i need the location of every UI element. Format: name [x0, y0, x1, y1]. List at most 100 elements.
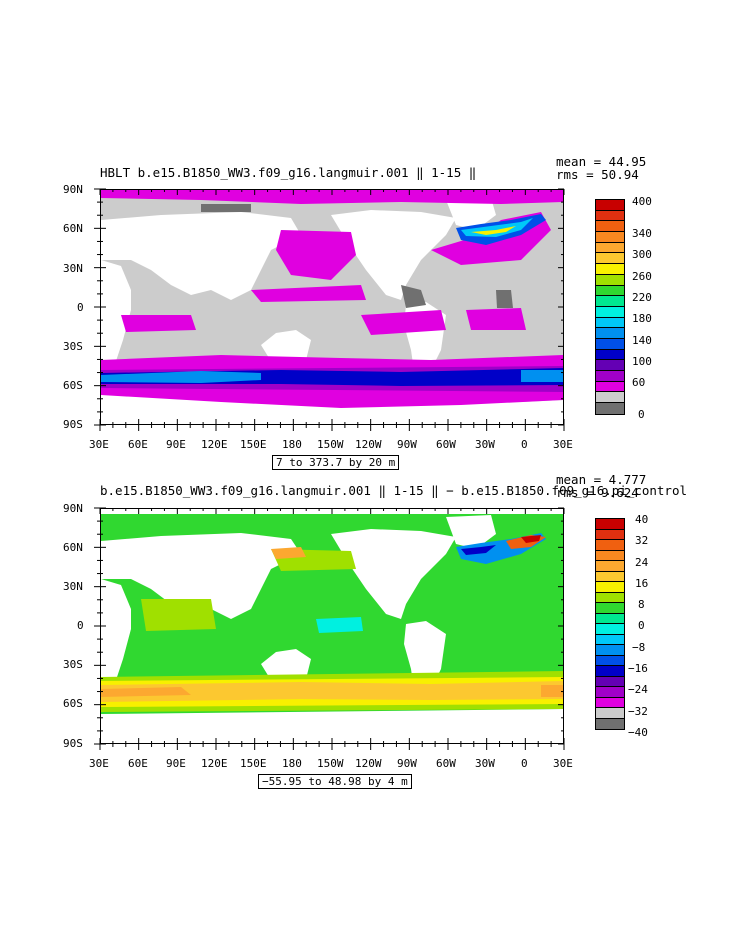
bottom-cbar-label: −32	[628, 705, 648, 718]
bottom-cbar-swatch	[596, 697, 624, 708]
bottom-cbar-swatch	[596, 666, 624, 677]
bottom-cbar-swatch	[596, 561, 624, 572]
bottom-cbar-swatch	[596, 519, 624, 530]
top-lat-label: 90S	[63, 418, 83, 431]
top-lat-label: 60N	[63, 222, 83, 235]
top-lat-label: 30S	[63, 340, 83, 353]
top-cbar-swatch	[596, 274, 624, 286]
bottom-cbar-swatch	[596, 645, 624, 656]
top-lat-label: 0	[77, 301, 84, 314]
top-cbar-label: 220	[632, 291, 652, 304]
bottom-lon-label: 30E	[89, 757, 109, 770]
bottom-lat-label: 0	[77, 619, 84, 632]
top-cbar-swatch	[596, 264, 624, 275]
bottom-cbar-label: 0	[638, 619, 645, 632]
bottom-cbar-swatch	[596, 582, 624, 593]
top-lon-label: 30W	[475, 438, 495, 451]
top-lon-label: 180	[282, 438, 302, 451]
top-mean-stat: mean = 44.95	[556, 154, 647, 169]
top-lat-label: 90N	[63, 183, 83, 196]
top-cbar-swatch	[596, 360, 624, 371]
top-lon-label: 90W	[397, 438, 417, 451]
bottom-lon-label: 150E	[240, 757, 267, 770]
top-lon-label: 60W	[436, 438, 456, 451]
top-cbar-label: 0	[638, 408, 645, 421]
top-cbar-label: 180	[632, 312, 652, 325]
top-cbar-swatch	[596, 306, 624, 318]
top-cbar-swatch	[596, 338, 624, 350]
bottom-cbar-swatch	[596, 592, 624, 603]
top-cbar-swatch	[596, 296, 624, 307]
top-panel-title: HBLT b.e15.B1850_WW3.f09_g16.langmuir.00…	[100, 165, 477, 180]
bottom-cbar-swatch	[596, 634, 624, 645]
bottom-cbar-swatch	[596, 624, 624, 635]
top-lon-label: 120E	[201, 438, 228, 451]
top-lat-label: 60S	[63, 379, 83, 392]
bottom-cbar-swatch	[596, 718, 624, 729]
top-cbar-swatch	[596, 200, 624, 211]
top-cbar-swatch	[596, 328, 624, 339]
top-cbar-label: 340	[632, 227, 652, 240]
bottom-cbar-swatch	[596, 571, 624, 582]
bottom-lon-label: 120E	[201, 757, 228, 770]
bottom-lat-label: 90S	[63, 737, 83, 750]
bottom-cbar-label: 16	[635, 577, 649, 590]
top-lon-label: 30E	[553, 438, 573, 451]
bottom-lat-label: 60S	[63, 697, 83, 710]
bottom-cbar-swatch	[596, 550, 624, 561]
bottom-lat-label: 30S	[63, 658, 83, 671]
top-cbar-swatch	[596, 381, 624, 393]
bottom-lon-label: 30W	[475, 757, 495, 770]
top-colorbar	[595, 199, 625, 415]
bottom-lon-label: 120W	[355, 757, 382, 770]
top-cbar-swatch	[596, 242, 624, 254]
bottom-lon-label: 0	[521, 757, 528, 770]
bottom-lon-label: 180	[282, 757, 302, 770]
top-cbar-swatch	[596, 221, 624, 233]
bottom-cbar-label: −24	[628, 683, 648, 696]
top-cbar-swatch	[596, 403, 624, 414]
bottom-lon-label: 150W	[317, 757, 344, 770]
bottom-cbar-label: 40	[635, 513, 649, 526]
top-cbar-swatch	[596, 371, 624, 382]
top-cbar-swatch	[596, 253, 624, 265]
bottom-cbar-label: −8	[632, 641, 646, 654]
bottom-cbar-label: 32	[635, 534, 649, 547]
top-cbar-swatch	[596, 392, 624, 404]
bottom-cbar-swatch	[596, 655, 624, 666]
top-lon-label: 0	[521, 438, 528, 451]
top-cbar-swatch	[596, 317, 624, 329]
top-cbar-label: 140	[632, 334, 652, 347]
bottom-lat-label: 90N	[63, 502, 83, 515]
bottom-rms-stat: rms = 9.624	[556, 485, 639, 500]
bottom-lon-label: 90W	[397, 757, 417, 770]
top-lon-label: 60E	[128, 438, 148, 451]
top-cbar-label: 300	[632, 248, 652, 261]
top-cbar-swatch	[596, 210, 624, 222]
bottom-cbar-label: 8	[638, 598, 645, 611]
top-lon-label: 150E	[240, 438, 267, 451]
bottom-cbar-swatch	[596, 613, 624, 624]
bottom-lat-label: 60N	[63, 541, 83, 554]
top-lon-label: 30E	[89, 438, 109, 451]
bottom-lon-label: 60W	[436, 757, 456, 770]
top-cbar-label: 60	[632, 376, 646, 389]
top-cbar-label: 260	[632, 270, 652, 283]
bottom-cbar-label: −16	[628, 662, 648, 675]
bottom-cbar-swatch	[596, 603, 624, 614]
bottom-cbar-label: 24	[635, 556, 649, 569]
bottom-range-label: −55.95 to 48.98 by 4 m	[258, 774, 412, 789]
bottom-map-field	[101, 509, 563, 743]
top-lon-label: 150W	[317, 438, 344, 451]
bottom-lon-label: 30E	[553, 757, 573, 770]
bottom-cbar-swatch	[596, 540, 624, 551]
top-cbar-swatch	[596, 349, 624, 361]
bottom-lon-label: 60E	[128, 757, 148, 770]
top-range-label: 7 to 373.7 by 20 m	[272, 455, 400, 470]
bottom-cbar-swatch	[596, 676, 624, 687]
bottom-cbar-swatch	[596, 708, 624, 719]
top-cbar-label: 100	[632, 355, 652, 368]
top-lon-label: 120W	[355, 438, 382, 451]
bottom-cbar-label: −40	[628, 726, 648, 739]
